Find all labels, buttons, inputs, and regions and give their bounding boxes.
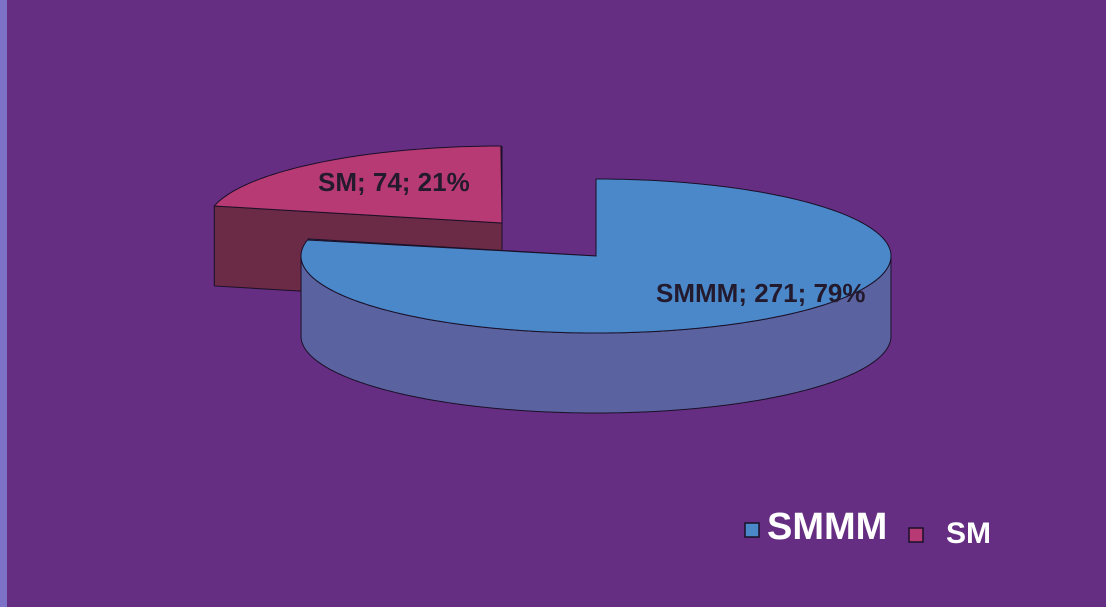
pie-slice-smmm <box>300 178 892 414</box>
frame-left-edge <box>0 0 7 607</box>
legend-swatch-smmm <box>744 522 760 538</box>
legend-label-sm: SM <box>946 517 991 550</box>
slice-top-face <box>300 178 892 334</box>
legend: SMMM SM <box>744 506 991 550</box>
legend-swatch-sm <box>908 527 924 543</box>
data-label-sm: SM; 74; 21% <box>318 167 470 197</box>
legend-label-smmm: SMMM <box>767 506 887 548</box>
data-label-smmm: SMMM; 271; 79% <box>656 278 866 308</box>
slice-top-face <box>213 145 503 224</box>
